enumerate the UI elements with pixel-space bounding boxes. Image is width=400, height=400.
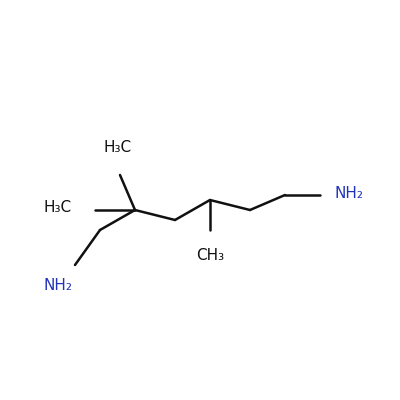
Text: NH₂: NH₂ <box>335 186 364 200</box>
Text: NH₂: NH₂ <box>44 278 72 293</box>
Text: H₃C: H₃C <box>104 140 132 155</box>
Text: H₃C: H₃C <box>44 200 72 214</box>
Text: CH₃: CH₃ <box>196 248 224 263</box>
